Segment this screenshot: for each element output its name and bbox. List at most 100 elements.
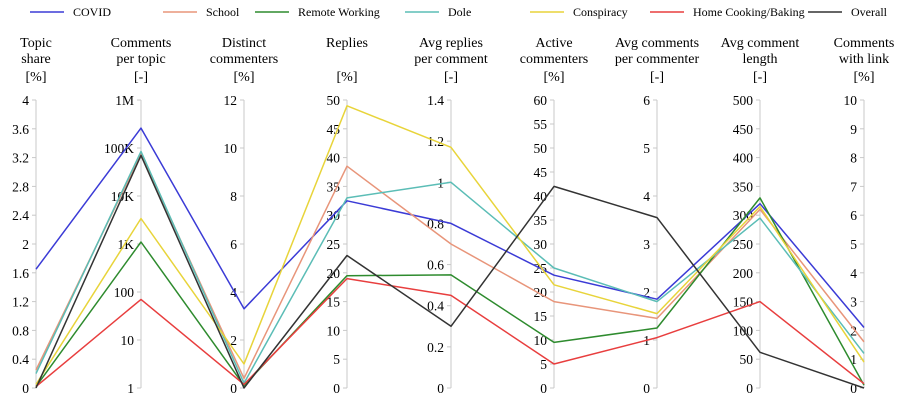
- axis-title-line: Avg comment: [721, 36, 800, 51]
- tick-label: 400: [733, 151, 754, 166]
- tick-label: 3: [850, 295, 857, 310]
- series-lines: [35, 105, 865, 389]
- tick-label: 1.2: [12, 295, 29, 310]
- tick-label: 6: [850, 208, 857, 223]
- tick-label: 0.4: [12, 352, 29, 367]
- tick-label: 1M: [115, 93, 134, 108]
- tick-label: 30: [534, 237, 548, 252]
- tick-label: 4: [643, 189, 650, 204]
- tick-label: 7: [850, 179, 857, 194]
- tick-label: 10: [534, 333, 548, 348]
- tick-label: 8: [850, 151, 857, 166]
- tick-label: 50: [327, 93, 341, 108]
- axis-8: Avg commentlength[-]05010015020025030035…: [721, 36, 800, 396]
- axis-title-line: commenters: [210, 52, 278, 67]
- tick-label: 5: [850, 237, 857, 252]
- axis-title-line: [-]: [134, 70, 148, 85]
- tick-label: 35: [327, 179, 341, 194]
- axis-title-line: with link: [839, 52, 889, 67]
- legend-label-4: Dole: [448, 5, 471, 19]
- tick-label: 2.4: [12, 208, 29, 223]
- axis-title-line: [-]: [753, 70, 767, 85]
- tick-label: 250: [733, 237, 754, 252]
- legend-label-2: School: [206, 5, 240, 19]
- legend-label-6: Home Cooking/Baking: [693, 5, 805, 19]
- tick-label: 2: [850, 323, 857, 338]
- tick-label: 0: [22, 381, 29, 396]
- tick-label: 35: [534, 213, 548, 228]
- series-line-1: [35, 127, 865, 328]
- tick-label: 5: [540, 357, 547, 372]
- tick-label: 25: [327, 237, 341, 252]
- tick-label: 8: [230, 189, 237, 204]
- tick-label: 200: [733, 266, 754, 281]
- tick-label: 0: [230, 381, 237, 396]
- series-line-4: [35, 150, 865, 384]
- tick-label: 0.6: [427, 258, 444, 273]
- tick-label: 50: [534, 141, 548, 156]
- axis-title-line: [%]: [337, 70, 358, 85]
- axis-title-line: per comment: [414, 52, 488, 67]
- tick-label: 0: [643, 381, 650, 396]
- tick-label: 20: [534, 285, 548, 300]
- axis-title-line: length: [743, 52, 778, 67]
- axis-title-line: per topic: [116, 52, 165, 67]
- tick-label: 6: [643, 93, 650, 108]
- tick-label: 4: [850, 266, 857, 281]
- tick-label: 1.6: [12, 266, 29, 281]
- tick-label: 2: [22, 237, 29, 252]
- axis-title-line: [%]: [544, 70, 565, 85]
- axis-title-line: Avg comments: [615, 36, 699, 51]
- tick-label: 0: [850, 381, 857, 396]
- tick-label: 0: [333, 381, 340, 396]
- tick-label: 0.4: [427, 299, 444, 314]
- tick-label: 5: [333, 352, 340, 367]
- axis-title-line: Active: [535, 36, 572, 51]
- series-line-5: [35, 105, 865, 385]
- tick-label: 4: [230, 285, 237, 300]
- tick-label: 2: [230, 333, 237, 348]
- tick-label: 2: [643, 285, 650, 300]
- axis-title-line: Avg replies: [419, 36, 483, 51]
- axis-title-line: share: [21, 52, 51, 67]
- axis-title-line: Comments: [834, 36, 895, 51]
- tick-label: 0.2: [427, 340, 444, 355]
- tick-label: 12: [224, 93, 238, 108]
- tick-label: 1: [437, 175, 444, 190]
- tick-label: 1: [850, 352, 857, 367]
- axis-title-line: commenters: [520, 52, 588, 67]
- tick-label: 450: [733, 122, 754, 137]
- tick-label: 0: [540, 381, 547, 396]
- legend: COVID School Remote Working Dole Conspiracy H…: [30, 5, 888, 19]
- tick-label: 5: [643, 141, 650, 156]
- axis-title-line: Replies: [326, 36, 368, 51]
- axis-title-line: [-]: [650, 70, 664, 85]
- axis-title-line: [%]: [26, 70, 47, 85]
- tick-label: 6: [230, 237, 237, 252]
- tick-label: 10: [327, 323, 341, 338]
- tick-label: 50: [740, 352, 754, 367]
- tick-label: 0: [746, 381, 753, 396]
- tick-label: 2.8: [12, 179, 29, 194]
- series-line-6: [35, 277, 865, 388]
- tick-label: 500: [733, 93, 754, 108]
- axis-title-line: Distinct: [222, 36, 266, 51]
- axis-title-line: [%]: [854, 70, 875, 85]
- tick-label: 3.6: [12, 122, 29, 137]
- tick-label: 40: [534, 189, 548, 204]
- tick-label: 45: [534, 165, 548, 180]
- tick-label: 3.2: [12, 151, 29, 166]
- tick-label: 100K: [104, 141, 134, 156]
- tick-label: 9: [850, 122, 857, 137]
- tick-label: 40: [327, 151, 341, 166]
- tick-label: 3: [643, 237, 650, 252]
- axis-title-line: per commenter: [615, 52, 700, 67]
